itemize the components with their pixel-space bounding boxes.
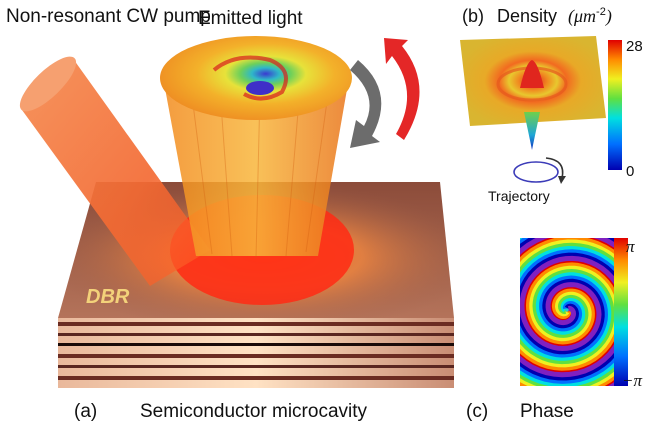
emission-top-face bbox=[160, 36, 352, 120]
phase-min-label: −π bbox=[622, 371, 642, 390]
panel-b-label: (b) bbox=[462, 6, 484, 26]
dbr-layers bbox=[58, 318, 454, 388]
phase-band bbox=[520, 238, 615, 386]
emission-cylinder bbox=[160, 36, 352, 259]
pump-label: Non-resonant CW pump bbox=[6, 6, 211, 27]
phase-band bbox=[520, 242, 615, 386]
phase-band bbox=[520, 238, 615, 384]
vortex-funnel bbox=[524, 112, 540, 150]
panel-c-label: (c) bbox=[466, 401, 489, 422]
phase-spiral bbox=[520, 238, 615, 386]
phase-colorbar bbox=[614, 238, 628, 386]
density-colorbar bbox=[608, 40, 622, 170]
density-label: Density bbox=[497, 6, 558, 26]
colorbar-max-label: 28 bbox=[626, 38, 643, 55]
colorbar-min-label: 0 bbox=[626, 163, 635, 180]
trajectory-ring bbox=[513, 161, 559, 183]
rotation-arrows bbox=[350, 38, 420, 148]
trajectory-arrow bbox=[545, 157, 564, 179]
phase-panel bbox=[520, 238, 628, 386]
phase-band bbox=[520, 238, 615, 386]
density-panel bbox=[460, 36, 622, 184]
phase-label: Phase bbox=[520, 401, 574, 422]
emitted-light-label: Emitted light bbox=[198, 8, 303, 29]
phase-max-label: π bbox=[626, 237, 635, 256]
panel-a-label: (a) bbox=[74, 401, 98, 422]
phase-band bbox=[520, 239, 615, 386]
phase-band bbox=[520, 238, 615, 386]
phase-band bbox=[520, 238, 615, 386]
red-rotation-arrow bbox=[384, 38, 420, 140]
trajectory-label: Trajectory bbox=[488, 188, 550, 204]
microcavity-label: Semiconductor microcavity bbox=[140, 401, 368, 422]
dbr-label: DBR bbox=[86, 286, 130, 308]
pump-beam bbox=[19, 56, 210, 286]
density-peak bbox=[520, 60, 544, 88]
phase-band bbox=[520, 238, 615, 386]
gray-rotation-arrow bbox=[350, 60, 382, 148]
density-unit: (μm-2) bbox=[568, 6, 612, 26]
